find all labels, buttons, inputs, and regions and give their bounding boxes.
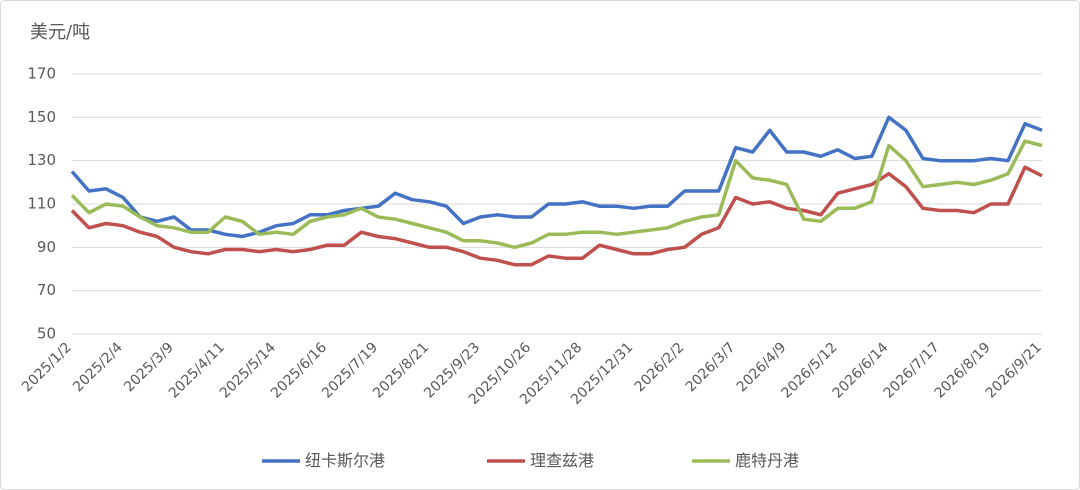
y-tick-label: 130 bbox=[27, 151, 56, 169]
y-tick-label: 150 bbox=[27, 108, 56, 126]
y-tick-label: 110 bbox=[27, 195, 56, 213]
series-line bbox=[70, 139, 1043, 250]
legend-label: 鹿特丹港 bbox=[735, 451, 799, 470]
y-tick-label: 170 bbox=[27, 65, 56, 83]
series-line bbox=[70, 115, 1043, 239]
y-tick-label: 70 bbox=[37, 281, 56, 299]
legend-label: 纽卡斯尔港 bbox=[305, 451, 385, 470]
legend-label: 理查兹港 bbox=[530, 451, 594, 470]
y-tick-label: 90 bbox=[37, 238, 56, 256]
y-axis-label: 美元/吨 bbox=[30, 22, 90, 43]
y-tick-label: 50 bbox=[37, 325, 56, 343]
